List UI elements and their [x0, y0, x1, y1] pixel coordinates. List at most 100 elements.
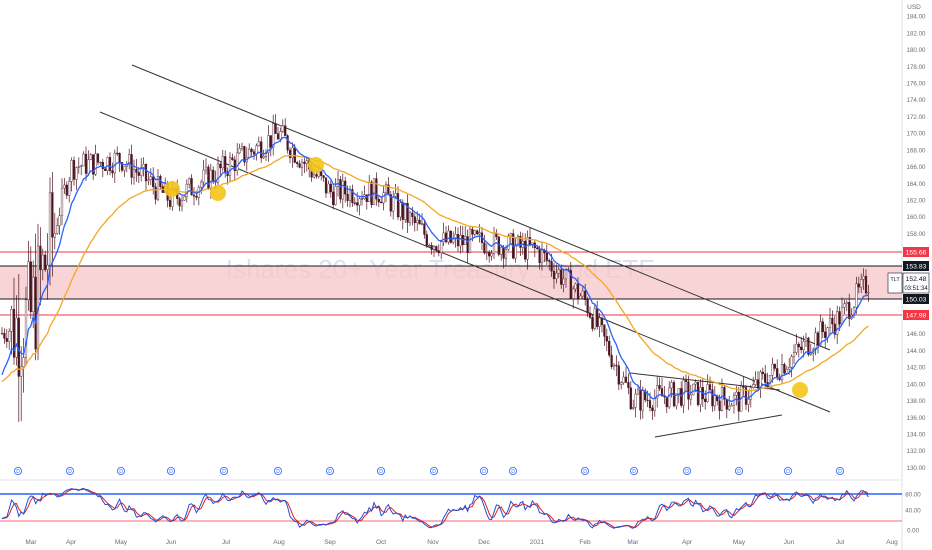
price-tick-label: 130.00	[907, 465, 926, 472]
candle-body	[111, 170, 114, 174]
price-tick-label: 136.00	[907, 415, 926, 422]
candle-body	[212, 169, 215, 181]
oscillator-tick-label: 40.00	[905, 507, 921, 514]
candle-body	[75, 167, 78, 180]
candle-body	[584, 290, 587, 300]
candle-body	[370, 181, 373, 205]
candle-body	[800, 346, 803, 351]
candle-body	[389, 194, 392, 212]
candle-body	[564, 268, 568, 280]
oscillator-axis[interactable]: 80.00 40.00 0.00	[905, 491, 921, 534]
candle-body	[384, 184, 388, 193]
candle-body	[22, 357, 25, 368]
candle-body	[771, 363, 774, 376]
candle-body	[243, 146, 246, 163]
time-tick-label: Apr	[682, 539, 693, 546]
candle-body	[300, 161, 304, 168]
candle-body	[456, 234, 460, 247]
dividend-marker[interactable]	[581, 466, 590, 475]
dividend-marker[interactable]	[784, 466, 793, 475]
candle-body	[514, 244, 517, 259]
dividend-marker[interactable]	[479, 466, 488, 475]
candle-body	[507, 235, 510, 250]
candle-body	[744, 387, 748, 405]
candle-body	[504, 249, 508, 259]
dividend-marker[interactable]	[630, 466, 639, 475]
candle-body	[576, 283, 580, 300]
candle-body	[396, 193, 400, 218]
dividend-marker[interactable]	[166, 466, 175, 475]
candle-body	[646, 399, 649, 401]
ema-fast-line	[1, 136, 869, 403]
price-tick-label: 142.00	[907, 365, 926, 372]
dividend-marker[interactable]	[429, 466, 438, 475]
candle-body	[272, 123, 275, 148]
crossover-circle	[308, 157, 324, 173]
crossover-markers	[164, 157, 808, 398]
time-tick-label: May	[733, 539, 746, 546]
price-tick-label: 174.00	[907, 97, 926, 104]
dividend-marker[interactable]	[735, 466, 744, 475]
candle-body	[574, 283, 577, 290]
countdown-text: 03:51:34	[904, 286, 928, 292]
candle-body	[152, 176, 155, 188]
oscillator-pane[interactable]	[0, 487, 902, 529]
candle-body	[488, 252, 491, 257]
candle-body	[557, 269, 560, 274]
candle-body	[209, 169, 212, 189]
tag-153	[903, 261, 929, 271]
dividend-marker[interactable]	[376, 466, 385, 475]
candle-body	[536, 247, 539, 249]
dividend-marker[interactable]	[508, 466, 517, 475]
candle-body	[785, 368, 788, 374]
dividend-marker[interactable]	[219, 466, 228, 475]
candle-body	[423, 223, 426, 235]
candle-body	[437, 250, 440, 254]
candle-body	[425, 234, 428, 246]
candle-body	[3, 332, 6, 339]
candle-body	[610, 354, 613, 367]
candle-body	[696, 381, 700, 405]
candle-body	[99, 161, 102, 164]
candle-body	[82, 153, 85, 167]
candle-body	[788, 367, 791, 370]
candle-body	[380, 201, 383, 204]
price-tick-label: 178.00	[907, 64, 926, 71]
candle-body	[92, 154, 95, 175]
time-tick-label: Aug	[273, 539, 285, 546]
price-axis[interactable]: 184.00 182.00 180.00 178.00 176.00 174.00 172.…	[907, 14, 926, 472]
channel-lower-line[interactable]	[99, 111, 831, 413]
dividend-letter: D	[432, 469, 436, 475]
candle-body	[34, 276, 37, 350]
channel-upper-line[interactable]	[131, 64, 831, 351]
candle-body	[579, 295, 582, 300]
candle-body	[430, 245, 433, 250]
price-tick-label: 180.00	[907, 47, 926, 54]
candle-body	[96, 153, 100, 163]
currency-label: USD	[907, 4, 921, 11]
dividend-marker[interactable]	[66, 466, 75, 475]
time-tick-label: Apr	[66, 539, 77, 546]
dividend-marker[interactable]	[325, 466, 334, 475]
dividend-marker[interactable]	[836, 466, 845, 475]
candle-body	[572, 288, 575, 299]
crossover-circle	[792, 382, 808, 398]
candle-body	[545, 252, 548, 261]
time-tick-label: Nov	[427, 539, 439, 546]
tag-147-text: 147.98	[906, 313, 927, 320]
time-tick-label: Mar	[25, 539, 37, 546]
price-tick-label: 160.00	[907, 214, 926, 221]
price-tick-label: 184.00	[907, 14, 926, 21]
triangle-upper-line[interactable]	[629, 372, 781, 391]
triangle-lower-line[interactable]	[654, 414, 783, 438]
dividend-marker[interactable]	[273, 466, 282, 475]
candle-body	[41, 254, 44, 271]
time-axis[interactable]: Mar Apr May Jun Jul Aug Sep Oct Nov Dec 2021 Feb Mar…	[25, 539, 898, 546]
dividend-marker[interactable]	[683, 466, 692, 475]
candle-body	[552, 270, 556, 280]
candle-body	[178, 198, 181, 207]
dividend-marker[interactable]	[117, 466, 126, 475]
dividend-marker[interactable]	[13, 466, 22, 475]
candle-body	[262, 156, 265, 159]
